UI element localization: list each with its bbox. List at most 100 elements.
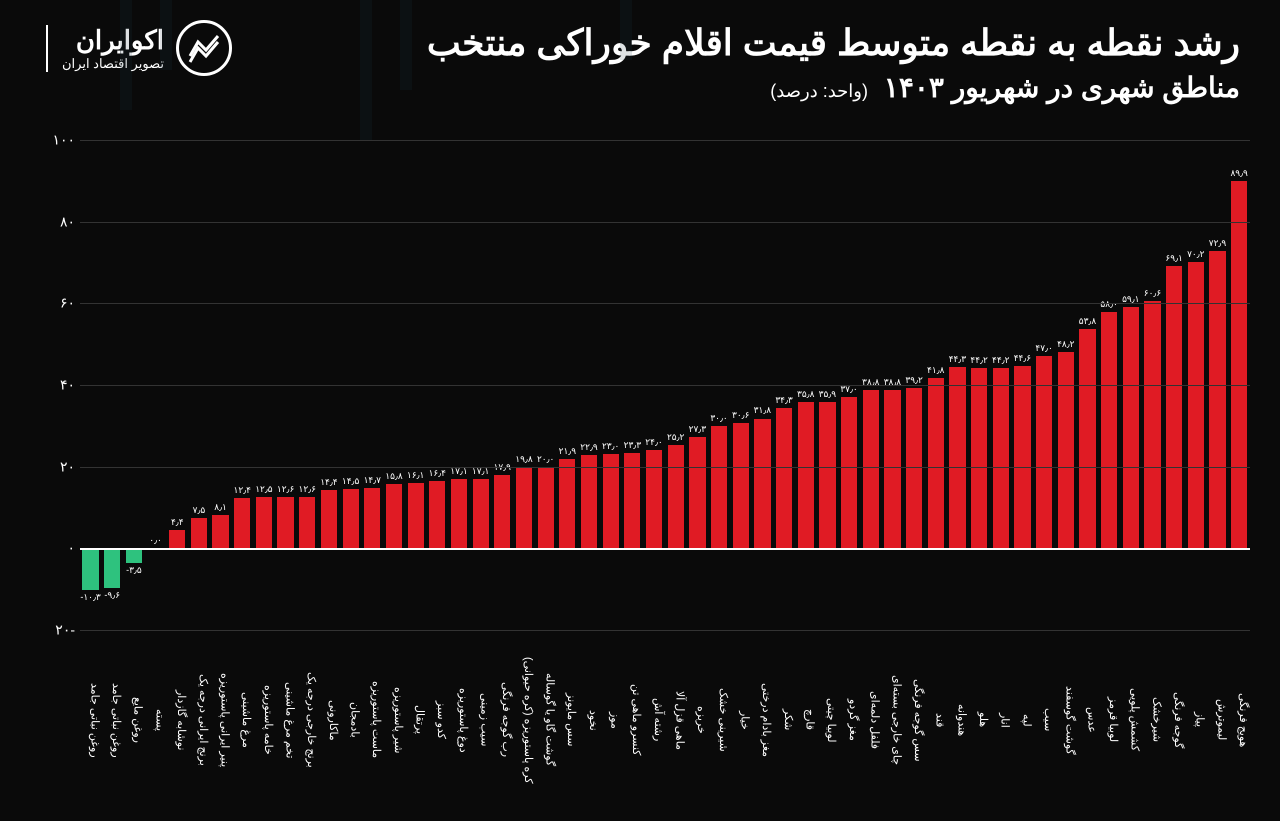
bar-value-label: ۱۲٫۶ [299,484,316,495]
bar [408,483,424,549]
y-tick-label: ۱۰۰ [40,132,75,149]
x-axis-label: هلو [968,640,990,800]
x-axis-label: کنسرو ماهی تن [622,640,644,800]
bar-value-label: -۱۰٫۳ [80,592,100,603]
bar [689,437,705,548]
bar-value-label: ۶۹٫۱ [1165,253,1182,264]
x-axis-label: گوجه فرنگی [1163,640,1185,800]
x-axis-label: برنج خارجی درجه یک [296,640,318,800]
bar-value-label: ۸٫۱ [214,502,227,513]
bar [559,459,575,548]
unit-label: (واحد: درصد) [770,81,868,101]
bar-value-label: ۳۵٫۸ [797,389,814,400]
grid-line [80,385,1250,386]
x-axis-label: فلفل دلمه‌ای [860,640,882,800]
bar [819,402,835,549]
bar [212,515,228,548]
brand-tagline: تصویر اقتصاد ایران [62,56,164,72]
subtitle-text: مناطق شهری در شهریور ۱۴۰۳ [884,72,1240,103]
bar-value-label: ۴۴٫۳ [949,354,966,365]
y-tick-label: ۲۰ [40,458,75,475]
x-axis-label: سس گوجه فرنگی [903,640,925,800]
bar [451,479,467,549]
bar-value-label: ۴۸٫۲ [1057,339,1074,350]
x-axis-label: رب گوجه فرنگی [491,640,513,800]
bar-value-label: ۳۸٫۸ [862,377,879,388]
bar-value-label: ۰٫۰ [149,535,162,546]
brand-logo-icon [176,20,232,76]
x-axis-label: پسته [145,640,167,800]
bar [82,548,98,590]
bar-value-label: ۷٫۵ [193,505,206,516]
bar-value-label: ۱۷٫۹ [494,462,511,473]
bar [104,548,120,587]
bar [494,475,510,548]
bar-value-label: ۱۲٫۶ [277,484,294,495]
x-axis-label: لوبیا چیتی [817,640,839,800]
x-axis-label: قند [925,640,947,800]
bar [1144,301,1160,548]
main-title: رشد نقطه به نقطه متوسط قیمت اقلام خوراکی… [232,20,1240,67]
bar-value-label: ۸۹٫۹ [1230,168,1247,179]
bar [581,455,597,549]
bar-value-label: -۹٫۶ [104,590,120,601]
x-axis-label: سیب زمینی [470,640,492,800]
header: رشد نقطه به نقطه متوسط قیمت اقلام خوراکی… [0,0,1280,114]
x-axis-label: پنیر ایرانی پاستوریزه [210,640,232,800]
grid-line [80,303,1250,304]
x-axis-label: تخم مرغ ماشینی [275,640,297,800]
x-axis-label: هندوانه [947,640,969,800]
bar-value-label: ۲۷٫۳ [689,424,706,435]
bar-value-label: ۱۴٫۴ [320,477,337,488]
x-axis-labels: هویج فرنگیلیموترشپیازگوجه فرنگیشیرخشککشم… [80,640,1250,800]
sub-title: مناطق شهری در شهریور ۱۴۰۳ (واحد: درصد) [232,71,1240,104]
bar-value-label: ۷۲٫۹ [1209,238,1226,249]
x-axis-label: شکر [773,640,795,800]
bar [126,548,142,562]
x-axis-label: خربزه [687,640,709,800]
bar-value-label: ۱۲٫۵ [255,484,272,495]
bar-value-label: ۲۴٫۰ [645,437,662,448]
bar-value-label: ۲۳٫۳ [624,440,641,451]
x-axis-label: لیموترش [1207,640,1229,800]
x-axis-label: گوشت گوسفند [1055,640,1077,800]
bar [884,390,900,548]
bar-value-label: ۴۱٫۸ [927,365,944,376]
grid-line [80,222,1250,223]
x-axis-label: بادمجان [340,640,362,800]
x-axis-label: سس مایونز [557,640,579,800]
bar-value-label: ۳۵٫۹ [819,389,836,400]
y-tick-label: ۸۰ [40,213,75,230]
bar [754,419,770,549]
bar-value-label: ۵۳٫۸ [1079,316,1096,327]
bar [1231,181,1247,548]
grid-line [80,630,1250,631]
x-axis-label: نوشابه گازدار [166,640,188,800]
x-axis-label: مغز بادام درختی [752,640,774,800]
x-axis-label: رشته آش [643,640,665,800]
x-axis-label: پیاز [1185,640,1207,800]
x-axis-label: عدس [1077,640,1099,800]
bar [191,518,207,549]
bar [1058,352,1074,549]
bar-value-label: ۴۴٫۲ [970,355,987,366]
x-axis-label: برنج ایرانی درجه یک [188,640,210,800]
x-axis-label: ماکارونی [318,640,340,800]
bar-value-label: ۷۰٫۲ [1187,249,1204,260]
y-tick-label: ۶۰ [40,295,75,312]
x-axis-label: مغز گردو [838,640,860,800]
grid-line [80,467,1250,468]
x-axis-label: موز [600,640,622,800]
bar-value-label: ۳۸٫۸ [884,377,901,388]
grid-line [80,548,1250,550]
bar-value-label: ۳۱٫۸ [754,405,771,416]
bar-value-label: ۳۰٫۶ [732,410,749,421]
bar-value-label: ۱۴٫۵ [342,476,359,487]
x-axis-label: مرغ ماشینی [231,640,253,800]
brand-name: اکوایران [62,25,164,56]
bar-value-label: ۱۶٫۴ [429,468,446,479]
bar [1079,329,1095,549]
x-axis-label: کشمش پلویی [1120,640,1142,800]
x-axis-label: روغن نباتی جامد [80,640,102,800]
bar [928,378,944,549]
